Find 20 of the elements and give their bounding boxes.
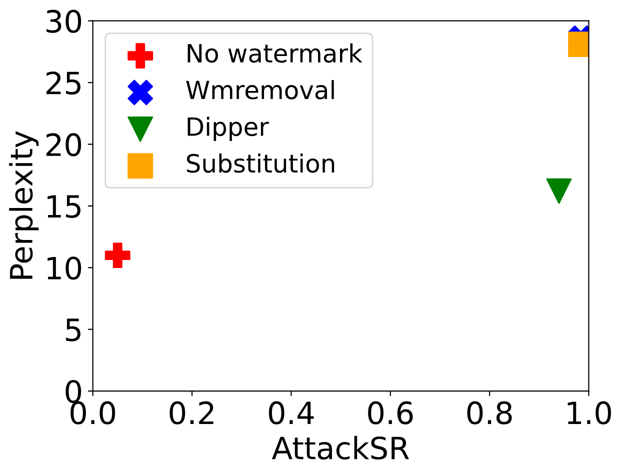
- x-tick-label: 0.2: [170, 401, 214, 424]
- y-tick-label: 25: [46, 71, 80, 95]
- y-tick-label: 10: [48, 256, 82, 280]
- y-tick-label: 5: [66, 318, 80, 342]
- y-tick-label: 30: [46, 10, 82, 33]
- x-tick-label: 0.0: [70, 401, 116, 424]
- legend-label: Substitution: [186, 153, 334, 173]
- y-tick-label: 0: [66, 380, 82, 404]
- y-tick-label: 20: [46, 133, 82, 156]
- x-tick-label: 0.4: [268, 401, 314, 424]
- x-tick-label: 0.8: [467, 401, 512, 424]
- legend-label: Wmremoval: [186, 80, 334, 100]
- x-axis-title: AttackSR: [272, 436, 409, 460]
- legend-label: No watermark: [188, 43, 362, 63]
- y-axis-title: Perplexity: [9, 131, 39, 279]
- legend-label: Dipper: [188, 116, 269, 141]
- point: [104, 242, 130, 268]
- x-tick-label: 0.6: [368, 401, 413, 424]
- y-tick-label: 15: [48, 195, 80, 218]
- x-tick-label: 1.0: [568, 401, 612, 424]
